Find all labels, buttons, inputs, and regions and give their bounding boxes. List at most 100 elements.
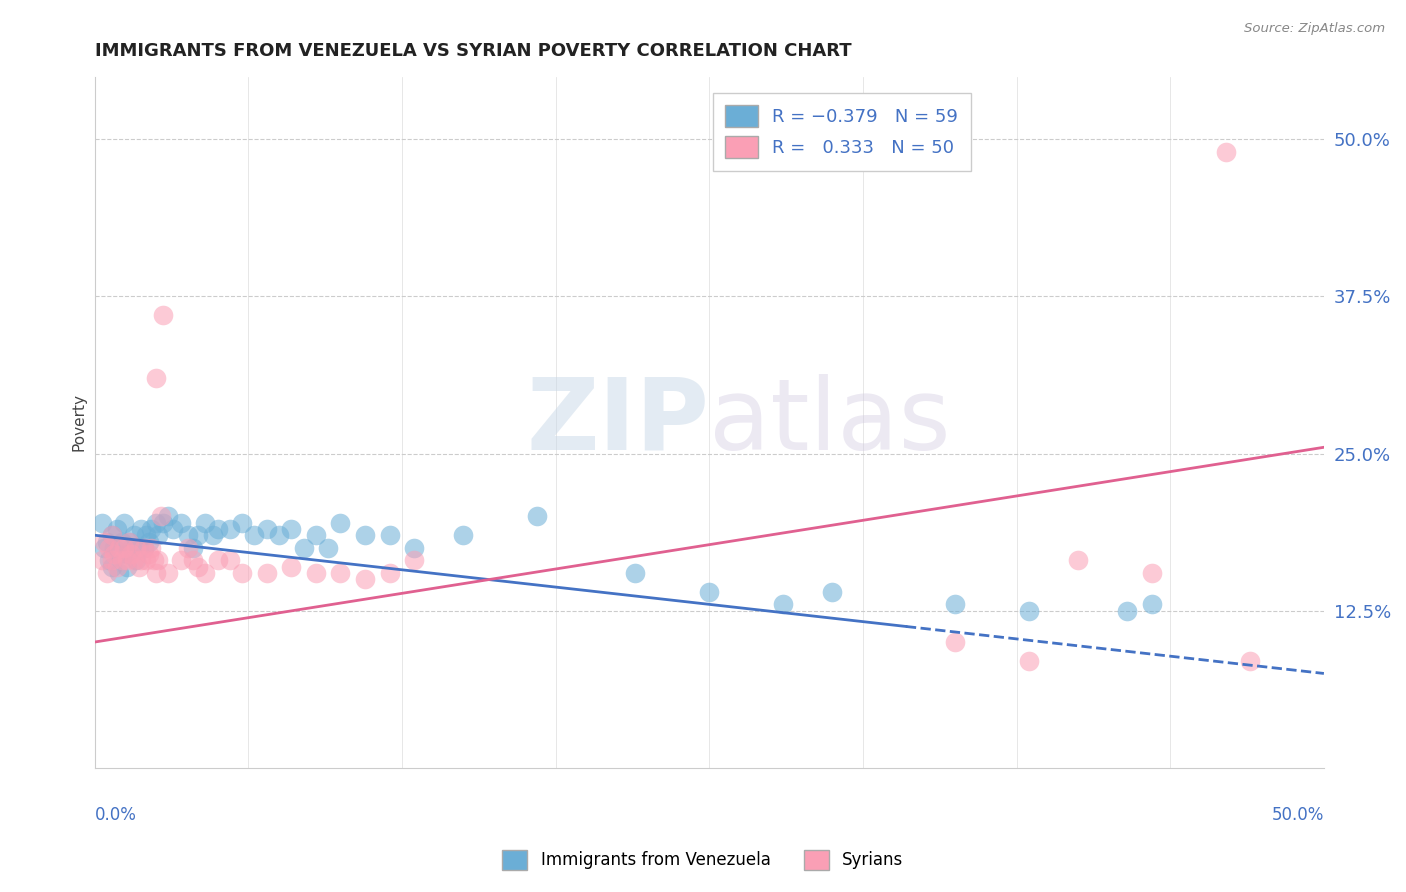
Point xyxy=(453,528,475,542)
Y-axis label: Poverty: Poverty xyxy=(72,393,86,451)
Point xyxy=(142,553,165,567)
Text: ZIP: ZIP xyxy=(526,374,709,471)
Point xyxy=(256,522,278,536)
Point xyxy=(110,534,132,549)
Point xyxy=(101,559,124,574)
Point xyxy=(96,534,118,549)
Point xyxy=(96,566,118,580)
Point xyxy=(112,516,135,530)
Point xyxy=(378,528,401,542)
Point xyxy=(138,534,160,549)
Point xyxy=(98,541,121,555)
Point xyxy=(1140,598,1163,612)
Text: 50.0%: 50.0% xyxy=(1271,805,1324,823)
Point xyxy=(112,541,135,555)
Point xyxy=(101,528,124,542)
Point xyxy=(105,559,128,574)
Point xyxy=(943,598,966,612)
Point xyxy=(162,522,184,536)
Point xyxy=(316,541,339,555)
Point xyxy=(267,528,290,542)
Point xyxy=(177,541,200,555)
Point xyxy=(110,553,132,567)
Point xyxy=(115,553,138,567)
Point xyxy=(231,566,253,580)
Point xyxy=(120,547,142,561)
Point xyxy=(526,509,548,524)
Point xyxy=(772,598,794,612)
Point xyxy=(132,541,155,555)
Point xyxy=(91,553,114,567)
Point xyxy=(105,522,128,536)
Point xyxy=(292,541,315,555)
Point xyxy=(139,522,162,536)
Text: Source: ZipAtlas.com: Source: ZipAtlas.com xyxy=(1244,22,1385,36)
Point xyxy=(697,584,720,599)
Point xyxy=(149,509,172,524)
Point xyxy=(145,371,167,385)
Point xyxy=(120,541,142,555)
Point xyxy=(135,553,157,567)
Point xyxy=(187,528,209,542)
Point xyxy=(145,516,167,530)
Point xyxy=(181,541,204,555)
Point xyxy=(101,553,124,567)
Point xyxy=(118,534,141,549)
Point xyxy=(218,553,240,567)
Point xyxy=(157,566,180,580)
Point xyxy=(93,534,115,549)
Point xyxy=(305,566,328,580)
Point xyxy=(354,528,377,542)
Point xyxy=(138,547,160,561)
Point xyxy=(194,516,217,530)
Point xyxy=(128,541,150,555)
Point xyxy=(122,528,145,542)
Point xyxy=(1067,553,1090,567)
Point xyxy=(122,553,145,567)
Point xyxy=(354,572,377,586)
Point xyxy=(329,566,352,580)
Point xyxy=(1018,654,1040,668)
Point xyxy=(201,528,224,542)
Point xyxy=(404,541,426,555)
Legend: R = −0.379   N = 59, R =   0.333   N = 50: R = −0.379 N = 59, R = 0.333 N = 50 xyxy=(713,93,970,171)
Point xyxy=(108,566,131,580)
Point xyxy=(115,559,138,574)
Point xyxy=(118,534,141,549)
Point xyxy=(169,516,191,530)
Point xyxy=(821,584,844,599)
Point xyxy=(243,528,266,542)
Point xyxy=(135,528,157,542)
Point xyxy=(91,516,114,530)
Point xyxy=(207,522,229,536)
Point xyxy=(280,522,302,536)
Point xyxy=(256,566,278,580)
Legend: Immigrants from Venezuela, Syrians: Immigrants from Venezuela, Syrians xyxy=(496,843,910,877)
Point xyxy=(129,522,152,536)
Text: 0.0%: 0.0% xyxy=(94,805,136,823)
Point xyxy=(943,635,966,649)
Point xyxy=(129,553,152,567)
Point xyxy=(98,553,121,567)
Point xyxy=(1215,145,1237,159)
Point xyxy=(125,541,148,555)
Point xyxy=(132,541,155,555)
Point xyxy=(187,559,209,574)
Point xyxy=(115,547,138,561)
Text: IMMIGRANTS FROM VENEZUELA VS SYRIAN POVERTY CORRELATION CHART: IMMIGRANTS FROM VENEZUELA VS SYRIAN POVE… xyxy=(94,42,851,60)
Point xyxy=(207,553,229,567)
Point xyxy=(1239,654,1261,668)
Point xyxy=(152,309,174,323)
Point xyxy=(231,516,253,530)
Point xyxy=(329,516,352,530)
Point xyxy=(624,566,647,580)
Point xyxy=(181,553,204,567)
Point xyxy=(305,528,328,542)
Point xyxy=(378,566,401,580)
Point xyxy=(125,553,148,567)
Point xyxy=(148,528,170,542)
Point xyxy=(93,541,115,555)
Point xyxy=(108,541,131,555)
Point xyxy=(1018,604,1040,618)
Point xyxy=(157,509,180,524)
